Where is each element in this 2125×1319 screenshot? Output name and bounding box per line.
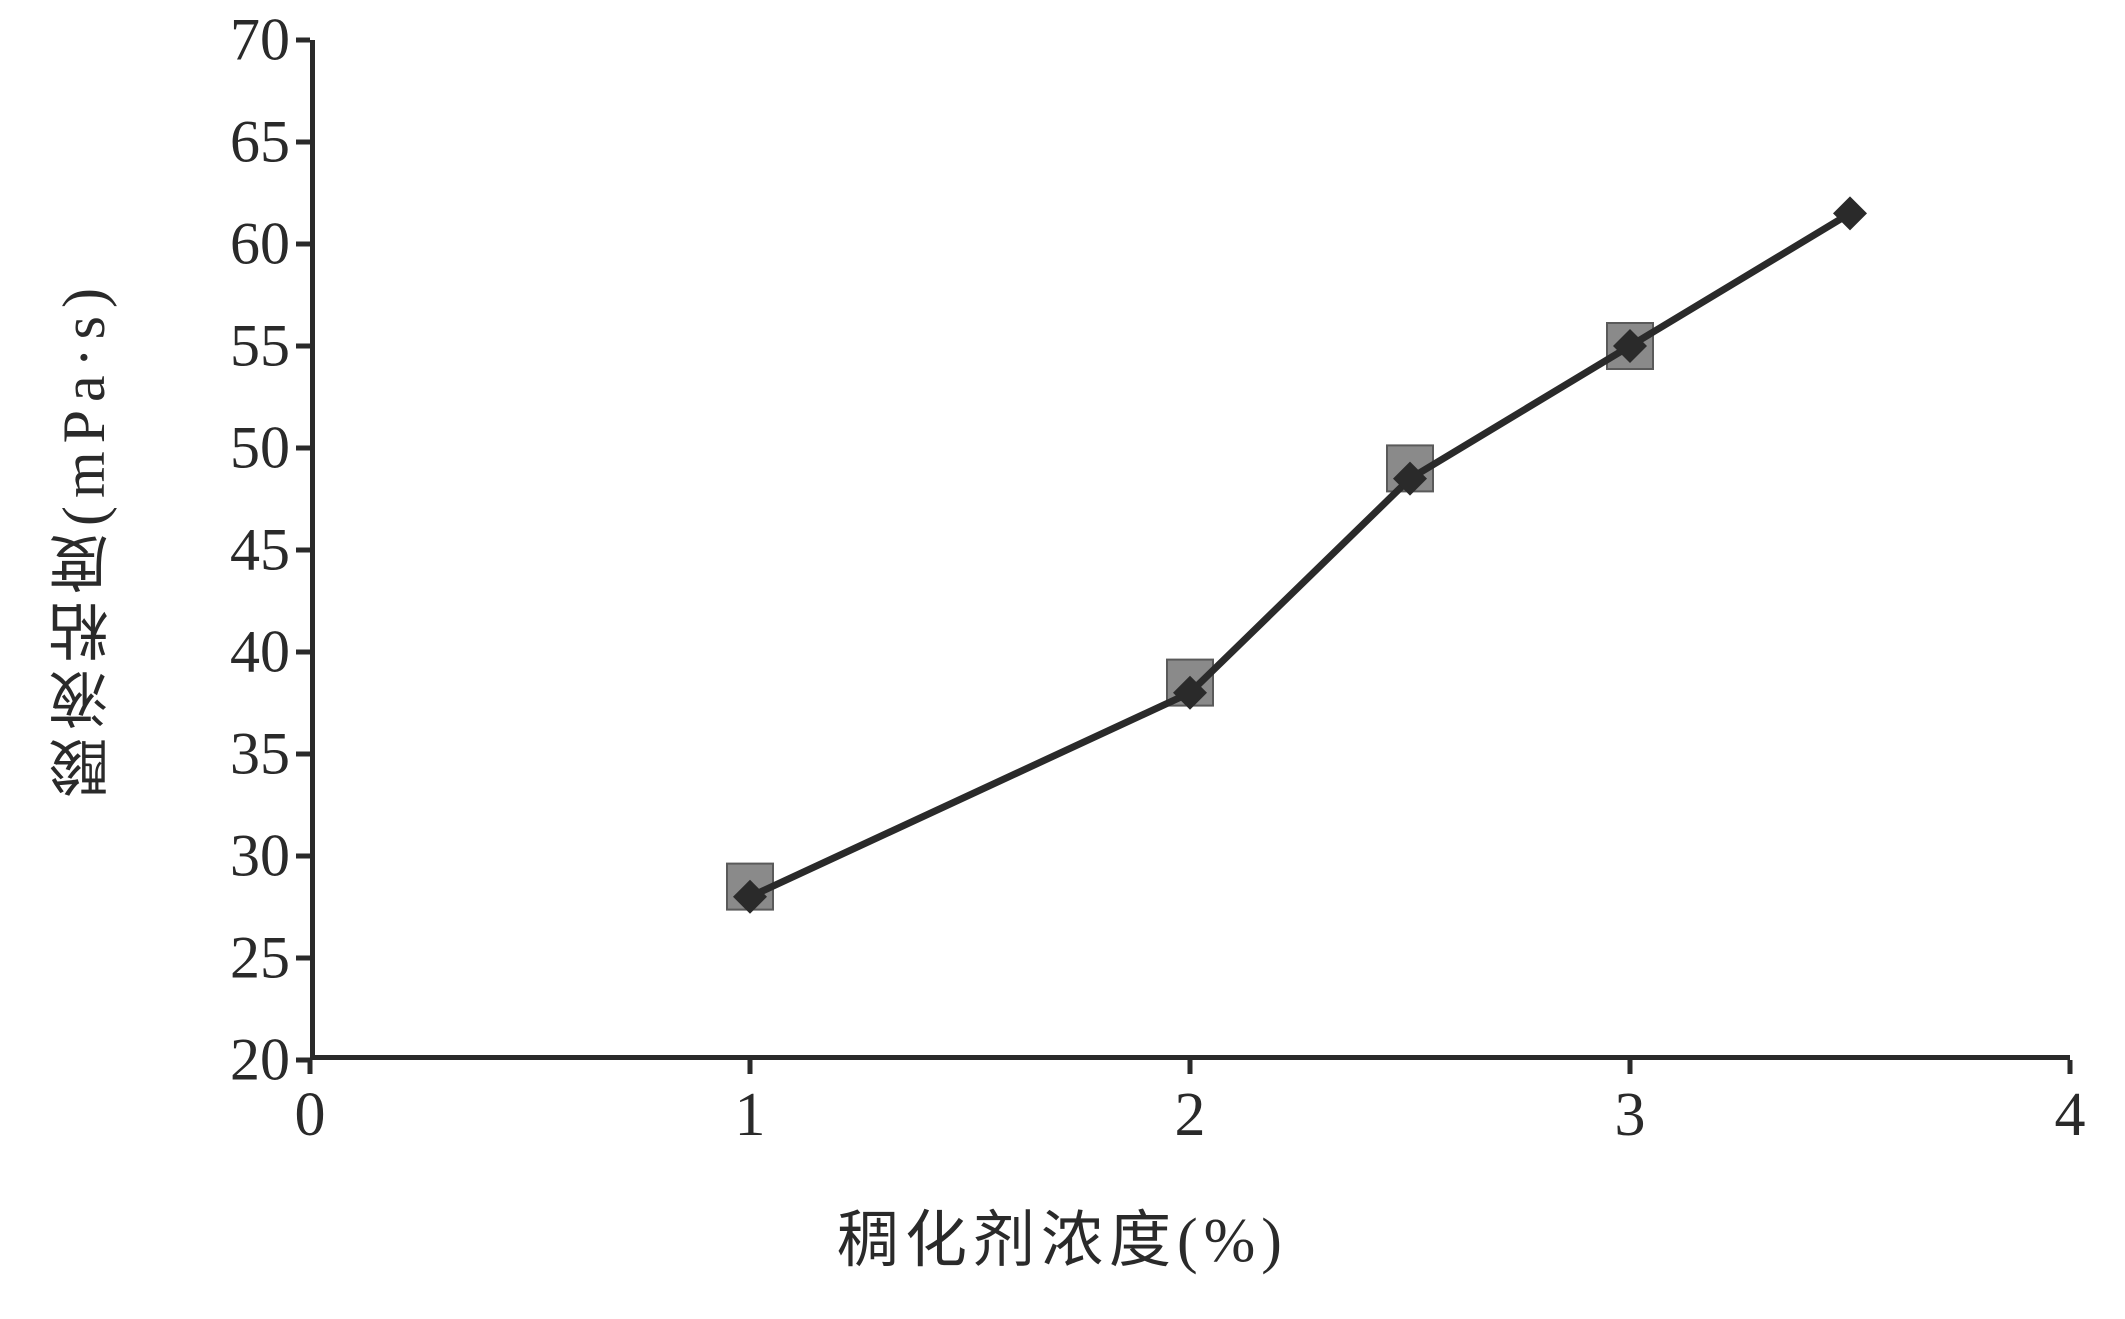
data-marker — [1833, 196, 1867, 230]
x-tick-label: 1 — [735, 1080, 766, 1151]
x-tick-label: 2 — [1175, 1080, 1206, 1151]
y-tick-mark — [296, 140, 310, 145]
y-tick-label: 45 — [230, 516, 290, 585]
x-tick-mark — [748, 1060, 753, 1074]
y-tick-mark — [296, 854, 310, 859]
y-tick-label: 50 — [230, 414, 290, 483]
x-tick-mark — [308, 1060, 313, 1074]
y-tick-label: 25 — [230, 924, 290, 993]
chart-container: 酸液粘度(mPa·s) 稠化剂浓度(%) 2025303540455055606… — [0, 0, 2125, 1319]
y-tick-mark — [296, 38, 310, 43]
y-tick-mark — [296, 242, 310, 247]
x-tick-label: 4 — [2055, 1080, 2086, 1151]
y-tick-label: 30 — [230, 822, 290, 891]
data-svg — [310, 40, 2070, 1060]
x-tick-mark — [1188, 1060, 1193, 1074]
y-tick-label: 35 — [230, 720, 290, 789]
series-line — [750, 213, 1850, 896]
y-axis-label: 酸液粘度(mPa·s) — [40, 280, 127, 798]
x-tick-label: 0 — [295, 1080, 326, 1151]
x-tick-mark — [1628, 1060, 1633, 1074]
y-tick-mark — [296, 344, 310, 349]
x-tick-label: 3 — [1615, 1080, 1646, 1151]
y-tick-mark — [296, 548, 310, 553]
y-tick-label: 20 — [230, 1026, 290, 1095]
y-tick-label: 40 — [230, 618, 290, 687]
y-tick-label: 60 — [230, 210, 290, 279]
y-tick-mark — [296, 752, 310, 757]
y-tick-mark — [296, 956, 310, 961]
y-tick-label: 65 — [230, 108, 290, 177]
y-tick-mark — [296, 650, 310, 655]
y-tick-label: 55 — [230, 312, 290, 381]
y-tick-mark — [296, 446, 310, 451]
x-axis-label: 稠化剂浓度(%) — [0, 1189, 2125, 1279]
plot-area: 202530354045505560657001234 — [310, 40, 2070, 1060]
x-tick-mark — [2068, 1060, 2073, 1074]
y-tick-label: 70 — [230, 6, 290, 75]
